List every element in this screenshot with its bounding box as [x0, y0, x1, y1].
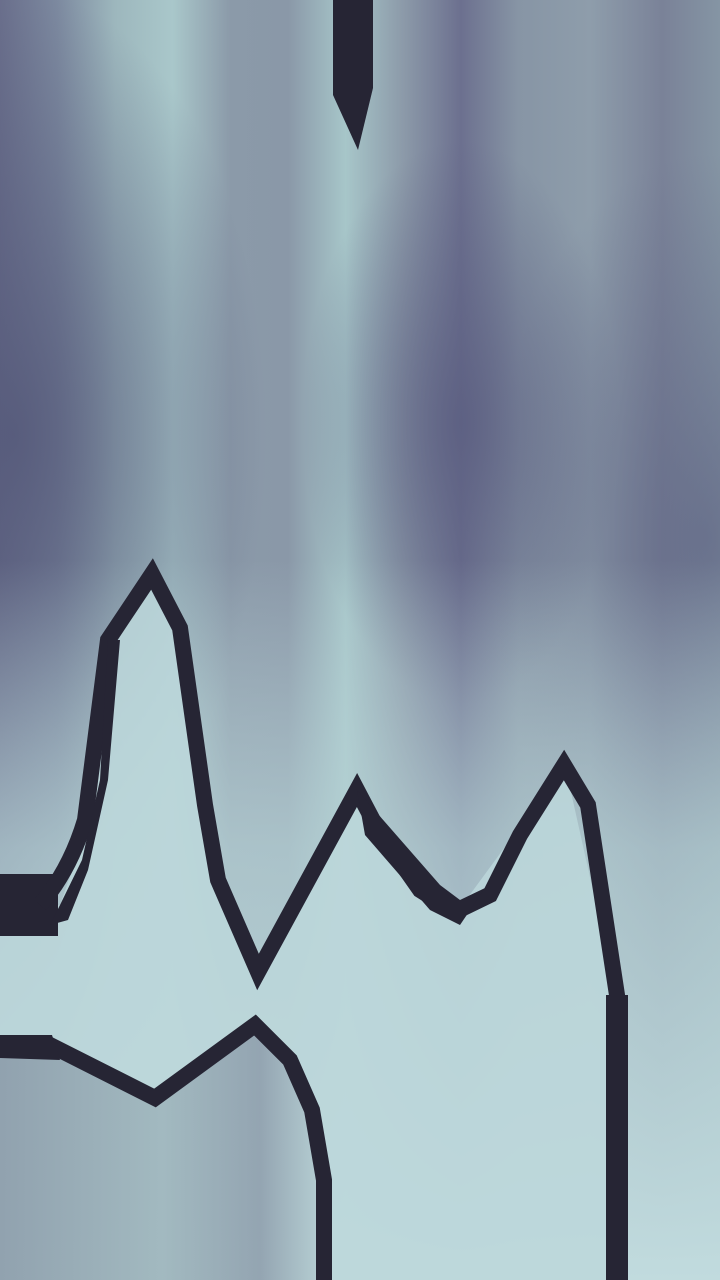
lower-ground-outline: [0, 1014, 332, 1280]
terrain-valley-shadow: [357, 790, 485, 925]
lower-pocket-fill: [0, 1025, 325, 1280]
terrain-peaks-outline: [33, 558, 625, 1280]
right-wall-outline: [606, 995, 628, 1280]
lower-ground-thick: [0, 1035, 60, 1060]
ceiling-stalactite: [333, 0, 373, 150]
terrain-peaks-shadow: [50, 640, 120, 925]
